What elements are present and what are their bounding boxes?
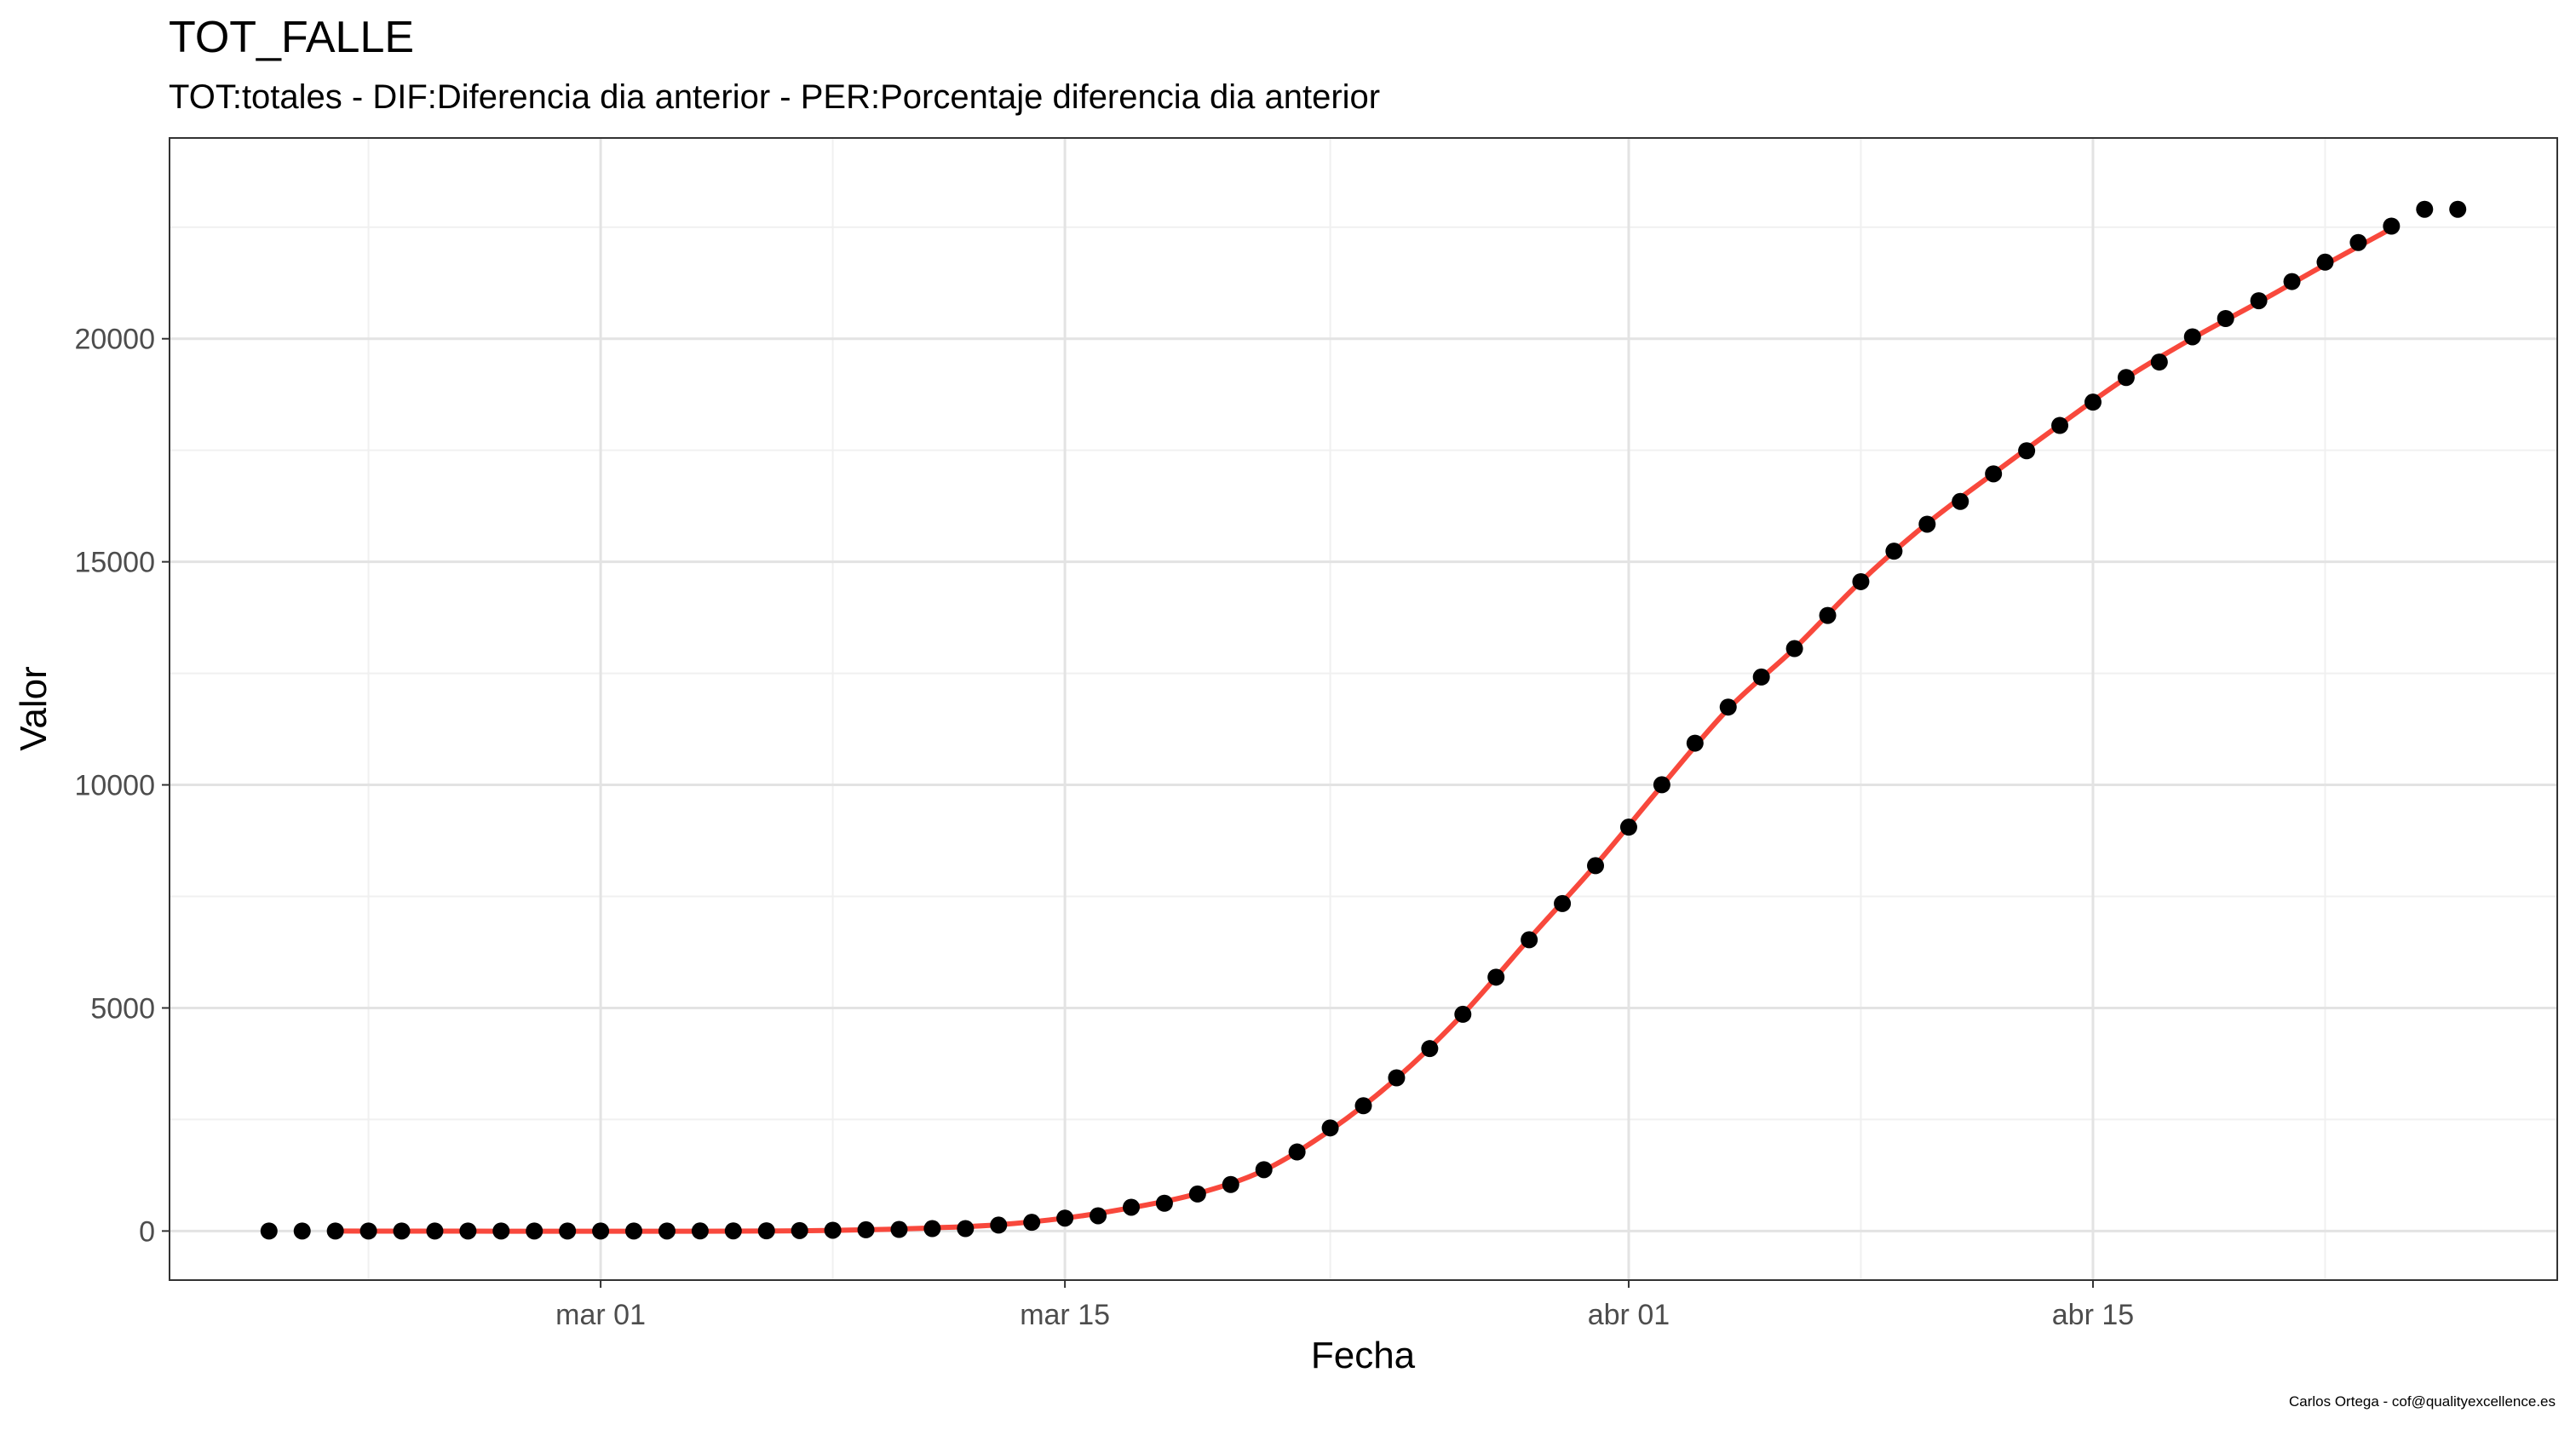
author-caption: Carlos Ortega - cof@qualityexcellence.es — [2288, 1393, 2556, 1410]
y-tick-label: 20000 — [74, 324, 155, 356]
data-point — [1487, 968, 1505, 986]
data-point — [1421, 1040, 1439, 1058]
data-point — [1222, 1175, 1239, 1193]
data-point — [658, 1222, 676, 1240]
chart-title: TOT_FALLE — [169, 13, 415, 62]
x-tick-label: abr 01 — [1588, 1299, 1670, 1331]
data-point — [592, 1222, 610, 1240]
data-point — [1819, 606, 1837, 624]
data-point — [1885, 543, 1903, 560]
data-point — [990, 1216, 1008, 1234]
data-point — [2217, 309, 2234, 327]
data-point — [2018, 442, 2036, 460]
data-point — [890, 1220, 908, 1238]
y-tick-label: 10000 — [74, 770, 155, 802]
y-tick-label: 15000 — [74, 547, 155, 579]
y-tick-label: 0 — [139, 1215, 155, 1248]
data-point — [757, 1222, 775, 1240]
x-tick-label: mar 15 — [1020, 1299, 1110, 1331]
data-point — [2117, 369, 2135, 387]
plot-panel-border — [169, 137, 2558, 1281]
data-point — [1752, 668, 1770, 686]
data-point — [691, 1222, 709, 1240]
data-point — [2084, 393, 2102, 411]
data-point — [2316, 253, 2334, 271]
fit-line — [332, 226, 2395, 1234]
data-point — [857, 1220, 875, 1238]
data-point — [1619, 818, 1637, 836]
data-point — [1188, 1185, 1206, 1203]
data-point — [1952, 492, 1969, 510]
data-point — [1023, 1214, 1041, 1232]
data-point — [526, 1222, 543, 1240]
data-point — [459, 1222, 477, 1240]
data-point — [1288, 1143, 1306, 1161]
data-point — [923, 1220, 941, 1238]
data-point — [1321, 1119, 1339, 1137]
data-point — [1122, 1198, 1140, 1216]
grid-major — [170, 138, 2557, 1280]
data-point — [1354, 1097, 1372, 1115]
data-point — [1388, 1069, 1406, 1087]
x-tick-label: mar 01 — [555, 1299, 646, 1331]
x-tick-label: abr 15 — [2052, 1299, 2134, 1331]
chart-subtitle: TOT:totales - DIF:Diferencia dia anterio… — [169, 78, 1381, 116]
data-point — [1454, 1005, 1472, 1023]
data-point — [1521, 931, 1538, 949]
data-point — [426, 1222, 444, 1240]
data-point — [2150, 353, 2168, 371]
data-points-layer — [260, 200, 2467, 1240]
data-point — [492, 1222, 510, 1240]
data-point — [824, 1221, 842, 1239]
data-point — [1686, 734, 1704, 752]
axes: 0 5000 10000 15000 20000 mar 01 mar 15 abr 01 ab… — [74, 324, 2134, 1331]
data-point — [2051, 416, 2069, 434]
data-point — [293, 1222, 311, 1240]
data-point — [2250, 292, 2268, 310]
data-point — [1090, 1207, 1107, 1225]
y-axis-title: Valor — [13, 666, 55, 750]
data-point — [724, 1222, 742, 1240]
data-point — [2416, 200, 2434, 218]
data-point — [2283, 273, 2301, 290]
data-point — [1719, 698, 1737, 716]
data-point — [2449, 200, 2467, 218]
data-point — [260, 1222, 278, 1240]
y-tick-label: 5000 — [90, 992, 155, 1025]
x-axis-title: Fecha — [1311, 1335, 1416, 1376]
fit-line-layer — [332, 226, 2395, 1234]
data-point — [2349, 233, 2367, 251]
data-point — [1587, 857, 1605, 875]
data-point — [1785, 640, 1803, 658]
data-point — [326, 1222, 344, 1240]
data-point — [559, 1222, 577, 1240]
data-point — [625, 1222, 643, 1240]
data-point — [1985, 465, 2003, 483]
data-point — [791, 1221, 808, 1239]
data-point — [1918, 515, 1936, 533]
data-point — [1852, 572, 1870, 590]
grid-minor — [170, 138, 2557, 1280]
data-point — [1554, 894, 1572, 912]
data-point — [393, 1222, 411, 1240]
data-point — [2183, 328, 2201, 346]
data-point — [359, 1222, 377, 1240]
data-point — [1255, 1161, 1273, 1179]
data-point — [1155, 1194, 1173, 1212]
data-point — [1056, 1209, 1074, 1227]
data-point — [1653, 776, 1670, 794]
data-point — [2383, 217, 2401, 235]
data-point — [957, 1220, 975, 1238]
